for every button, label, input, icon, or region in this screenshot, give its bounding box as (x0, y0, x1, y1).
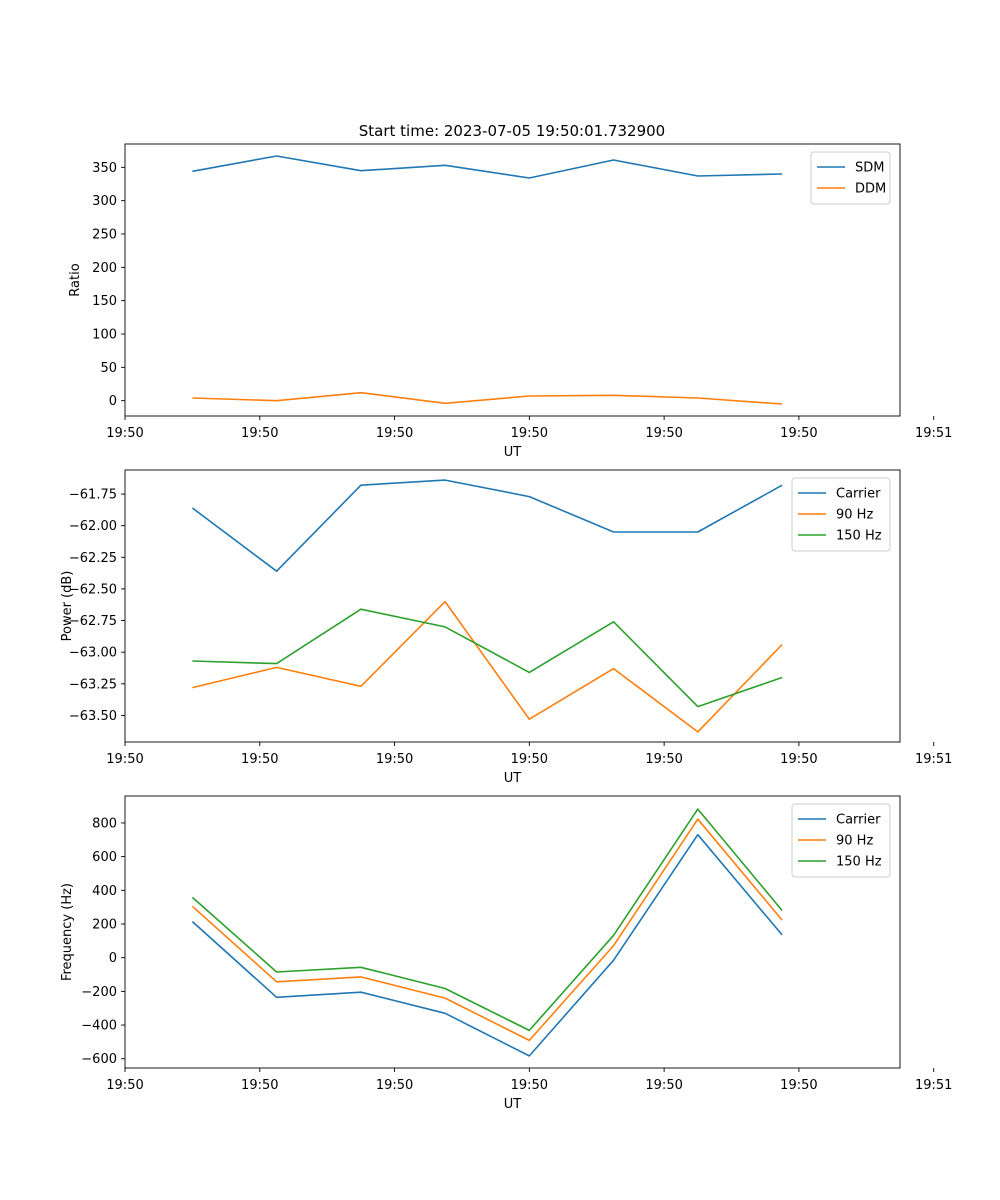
y-axis-label: Frequency (Hz) (60, 883, 75, 981)
x-tick-label: 19:51 (915, 426, 952, 441)
series-group (191, 808, 783, 1057)
axes-frame (124, 143, 901, 417)
legend-label: 150 Hz (836, 529, 882, 544)
x-tick-label: 19:50 (780, 426, 817, 441)
panels: 19:50 19:50 19:50 19:50 19:50 19:50 19:51 0 50 10… (60, 143, 952, 1112)
chart-panel-3: 19:50 19:50 19:50 19:50 19:50 19:50 19:51 −600 −… (60, 795, 952, 1112)
x-tick-label: 19:50 (241, 1078, 278, 1093)
legend: Carrier 90 Hz 150 Hz (791, 803, 891, 878)
legend-label: 90 Hz (836, 834, 873, 849)
y-tick-label: 0 (109, 951, 117, 966)
series-line-ddm (192, 391, 783, 405)
y-tick-label: −200 (81, 985, 117, 1000)
y-axis-label: Ratio (68, 263, 83, 296)
y-tick-label: −63.50 (69, 709, 117, 724)
figure-title: Start time: 2023-07-05 19:50:01.732900 (359, 122, 665, 140)
y-tick-label: 600 (92, 850, 117, 865)
y-axis-label: Power (dB) (60, 571, 75, 642)
y-tick-label: 200 (92, 261, 117, 276)
y-tick-label: 350 (92, 161, 117, 176)
x-tick-label: 19:50 (511, 752, 548, 767)
series-line-sdm (192, 155, 783, 179)
x-axis-label: UT (504, 771, 522, 786)
x-axis-label: UT (504, 445, 522, 460)
axes-frame (124, 795, 901, 1069)
x-tick-label: 19:50 (106, 752, 143, 767)
x-tick-label: 19:50 (241, 426, 278, 441)
legend-box (791, 477, 891, 552)
legend-box (810, 151, 891, 205)
y-tick-label: 250 (92, 228, 117, 243)
x-tick-label: 19:50 (645, 426, 682, 441)
legend-label: DDM (855, 182, 886, 197)
series-line-90-hz (192, 600, 783, 733)
legend-label: Carrier (836, 487, 881, 502)
x-tick-label: 19:50 (106, 1078, 143, 1093)
y-tick-label: −63.00 (69, 646, 117, 661)
y-tick-label: −62.75 (69, 614, 117, 629)
y-tick-label: 800 (92, 816, 117, 831)
y-tick-label: 300 (92, 194, 117, 209)
legend-label: 150 Hz (836, 855, 882, 870)
x-tick-label: 19:50 (241, 752, 278, 767)
y-tick-label: −62.50 (69, 582, 117, 597)
y-tick-label: 150 (92, 294, 117, 309)
legend-label: SDM (855, 161, 884, 176)
y-tick-label: −61.75 (69, 488, 117, 503)
y-tick-label: 50 (100, 361, 117, 376)
legend: Carrier 90 Hz 150 Hz (791, 477, 891, 552)
x-tick-label: 19:50 (376, 426, 413, 441)
y-tick-label: −62.00 (69, 519, 117, 534)
series-line-150-hz (191, 808, 783, 1032)
chart-panel-1: 19:50 19:50 19:50 19:50 19:50 19:50 19:51 0 50 10… (68, 143, 952, 460)
x-axis-label: UT (504, 1097, 522, 1112)
x-tick-label: 19:50 (645, 1078, 682, 1093)
y-tick-label: −600 (81, 1052, 117, 1067)
series-line-150-hz (192, 608, 783, 708)
y-tick-label: 0 (109, 394, 117, 409)
y-tick-label: 100 (92, 328, 117, 343)
x-tick-label: 19:51 (915, 1078, 952, 1093)
series-line-carrier (191, 833, 783, 1057)
x-tick-label: 19:50 (376, 1078, 413, 1093)
x-tick-label: 19:50 (780, 752, 817, 767)
legend: SDM DDM (810, 151, 891, 205)
legend-box (791, 803, 891, 878)
y-tick-label: −62.25 (69, 551, 117, 566)
x-tick-label: 19:50 (376, 752, 413, 767)
series-line-90-hz (191, 818, 783, 1042)
y-tick-label: −63.25 (69, 677, 117, 692)
y-tick-label: −400 (81, 1019, 117, 1034)
x-tick-label: 19:50 (106, 426, 143, 441)
y-tick-label: 400 (92, 884, 117, 899)
x-tick-label: 19:50 (645, 752, 682, 767)
legend-label: Carrier (836, 813, 881, 828)
x-tick-label: 19:50 (780, 1078, 817, 1093)
legend-label: 90 Hz (836, 508, 873, 523)
x-tick-label: 19:51 (915, 752, 952, 767)
chart-panel-2: 19:50 19:50 19:50 19:50 19:50 19:50 19:51 −63.5… (60, 469, 952, 786)
series-group (192, 155, 783, 405)
series-group (191, 479, 783, 733)
y-tick-label: 200 (92, 918, 117, 933)
axes-frame (124, 469, 901, 743)
x-tick-label: 19:50 (511, 1078, 548, 1093)
series-line-carrier (191, 479, 783, 573)
x-tick-label: 19:50 (511, 426, 548, 441)
